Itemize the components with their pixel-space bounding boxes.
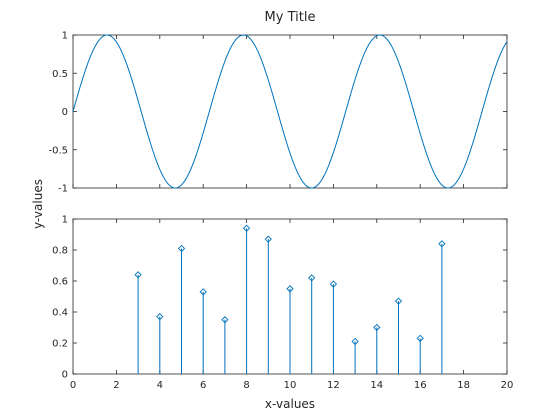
stem-marker — [394, 297, 403, 305]
x-axis-label: x-values — [265, 397, 315, 411]
x-tick-label: 0 — [70, 380, 76, 391]
top-plot: -1 -0.5 0 0.5 1 — [48, 31, 508, 195]
stem-marker — [199, 288, 207, 296]
stem-marker — [221, 316, 229, 324]
stem-marker — [134, 271, 142, 279]
chart-title: My Title — [265, 10, 316, 25]
stem-marker — [308, 274, 316, 282]
y-tick-label: 0.6 — [52, 277, 68, 288]
x-tick-label: 4 — [157, 380, 163, 391]
stem-marker — [438, 240, 446, 248]
y-axis-label: y-values — [31, 179, 45, 229]
x-tick-label: 20 — [501, 380, 514, 391]
stem-marker — [156, 313, 164, 321]
stem-marker — [242, 224, 251, 232]
y-tick-label: 0.4 — [52, 308, 68, 319]
x-tick-label: 10 — [284, 380, 297, 391]
y-tick-label: 1 — [62, 31, 68, 42]
x-tick-label: 6 — [200, 380, 206, 391]
y-tick-label: 0.8 — [52, 246, 68, 257]
x-tick-label: 16 — [414, 380, 427, 391]
x-tick-label: 8 — [243, 380, 249, 391]
stem-marker — [329, 280, 338, 288]
stem-marker — [416, 334, 424, 342]
y-tick-label: 0 — [62, 107, 68, 118]
y-tick-label: 0.2 — [52, 339, 68, 350]
y-tick-label: 1 — [62, 215, 68, 226]
x-tick-label: 18 — [457, 380, 470, 391]
y-tick-label: -1 — [58, 184, 68, 195]
y-tick-label: 0 — [62, 370, 68, 381]
stem-marker — [177, 244, 186, 253]
bottom-plot: 00.20.40.60.810 2 4 6 8 10 12 14 16 18 20 — [52, 215, 513, 392]
sine-series-line — [72, 34, 508, 189]
stem-marker — [351, 337, 359, 346]
y-tick-label: -0.5 — [48, 145, 68, 156]
x-tick-label: 12 — [327, 380, 340, 391]
stem-marker — [373, 323, 381, 332]
x-tick-label: 14 — [370, 380, 383, 391]
stem-marker — [264, 235, 272, 243]
stem-marker — [286, 285, 294, 293]
axes-box — [72, 34, 508, 189]
y-tick-label: 0.5 — [52, 69, 68, 80]
x-tick-label: 2 — [113, 380, 119, 391]
